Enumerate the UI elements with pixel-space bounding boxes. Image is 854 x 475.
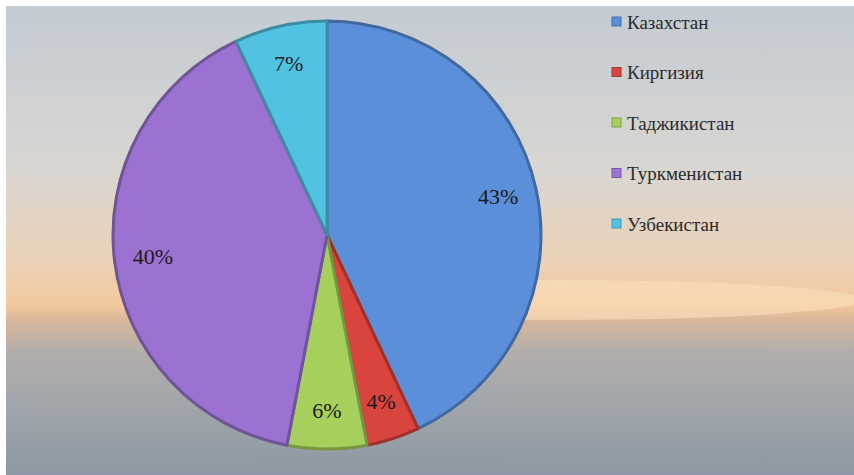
data-label: 6% bbox=[312, 398, 341, 423]
legend-label: Туркменистан bbox=[627, 163, 742, 184]
legend-label: Киргизия bbox=[627, 62, 704, 83]
legend: Казахстан Киргизия Таджикистан Туркменистан… bbox=[612, 12, 742, 235]
chart: 43% 4% 6% 40% 7% Казахстан Киргизия Таджикистан… bbox=[0, 0, 854, 475]
data-label: 40% bbox=[133, 244, 173, 269]
legend-label: Таджикистан bbox=[627, 113, 735, 134]
background bbox=[6, 6, 854, 475]
data-label: 43% bbox=[478, 184, 518, 209]
pie bbox=[113, 21, 541, 449]
legend-swatch bbox=[612, 68, 621, 77]
legend-label: Казахстан bbox=[627, 12, 708, 33]
legend-swatch bbox=[612, 118, 621, 127]
legend-swatch bbox=[612, 17, 621, 26]
data-label: 4% bbox=[367, 389, 396, 414]
legend-swatch bbox=[612, 169, 621, 178]
pie-slice bbox=[236, 21, 327, 235]
data-label: 7% bbox=[274, 51, 303, 76]
data-labels: 43% 4% 6% 40% 7% bbox=[133, 51, 519, 423]
legend-label: Узбекистан bbox=[627, 214, 719, 235]
legend-swatch bbox=[612, 219, 621, 228]
